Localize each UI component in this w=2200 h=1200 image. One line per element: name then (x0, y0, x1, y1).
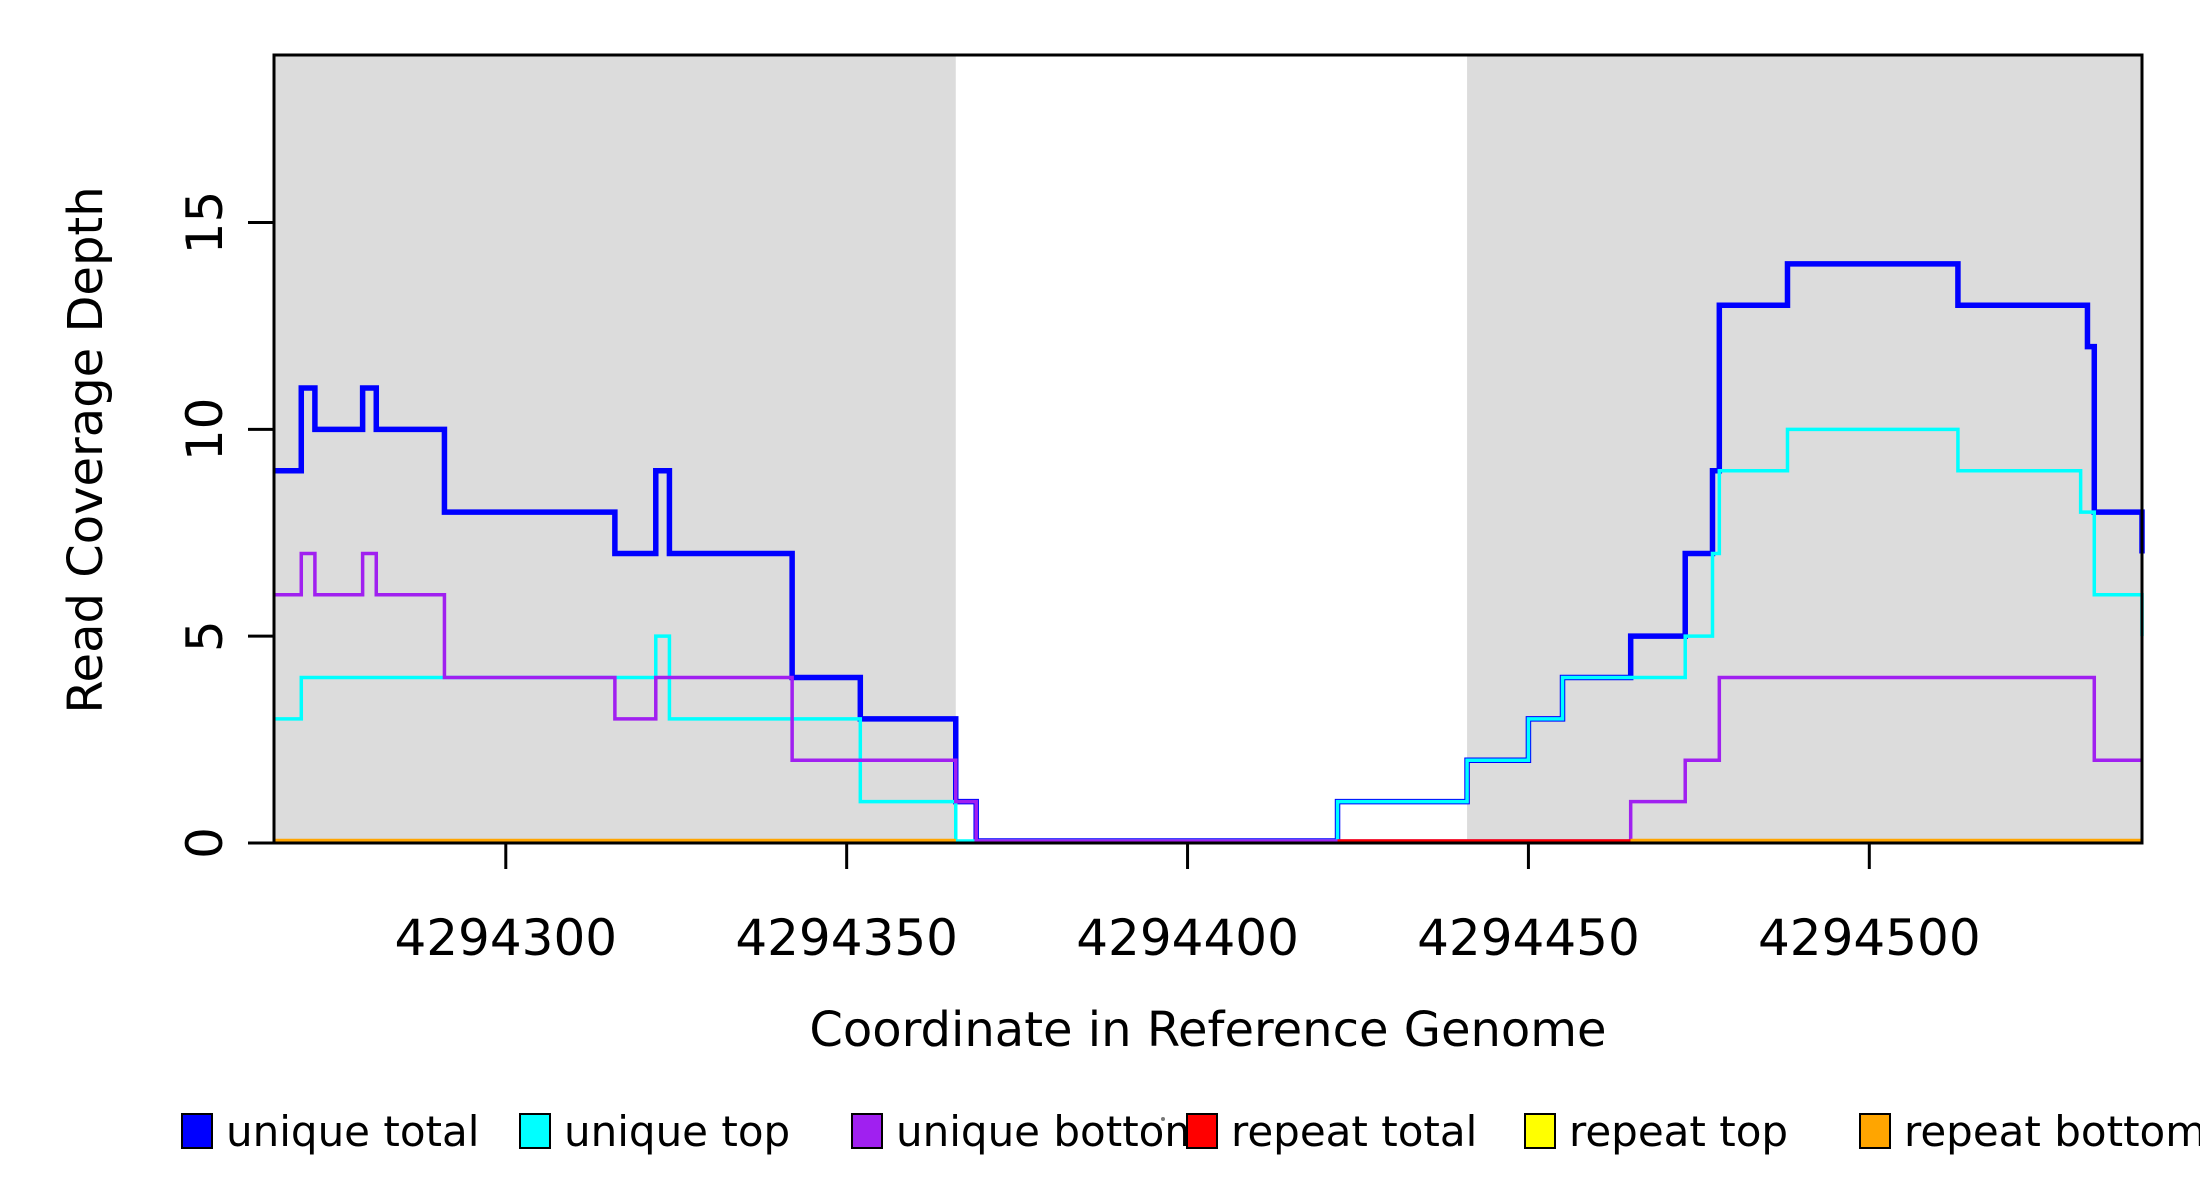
legend-label: repeat total (1231, 1107, 1477, 1156)
legend-label: repeat top (1569, 1107, 1788, 1156)
legend-label: unique total (226, 1107, 479, 1156)
legend-swatch (851, 1113, 883, 1149)
legend-swatch (1186, 1113, 1218, 1149)
shaded-regions (274, 55, 2142, 843)
y-tick-label: 0 (176, 827, 234, 859)
y-tick-label: 10 (176, 398, 234, 462)
legend-swatch (519, 1113, 551, 1149)
y-tick-label: 5 (176, 620, 234, 652)
shaded-region (274, 55, 956, 843)
legend-item: repeat bottom (1859, 1107, 2200, 1156)
legend-label: repeat bottom (1904, 1107, 2200, 1156)
shaded-region (1467, 55, 2142, 843)
legend-item: unique top (519, 1107, 790, 1156)
legend-item: unique bottom (851, 1107, 1205, 1156)
y-tick-label: 15 (176, 191, 234, 255)
legend-item: unique total (181, 1107, 479, 1156)
x-tick-label: 4294500 (1758, 909, 1981, 967)
legend-label: unique bottom (896, 1107, 1205, 1156)
legend-item: repeat top (1524, 1107, 1788, 1156)
series-unique-bottom (274, 551, 2142, 843)
series-unique-top (274, 427, 2144, 843)
legend-swatch (1524, 1113, 1556, 1149)
x-axis-title: Coordinate in Reference Genome (809, 1002, 1606, 1058)
legend-swatch (1859, 1113, 1891, 1149)
stray-mark (1161, 1117, 1165, 1121)
legend-swatch (181, 1113, 213, 1149)
x-tick-label: 4294300 (394, 909, 617, 967)
plot-box (272, 53, 2144, 845)
y-axis-title: Read Coverage Depth (58, 186, 114, 713)
series-lines (274, 261, 2145, 844)
legend: unique total unique top unique bottom repea… (181, 1107, 2200, 1156)
legend-label: unique top (564, 1107, 790, 1156)
legend-item: repeat total (1186, 1107, 1477, 1156)
x-tick-label: 4294400 (1076, 909, 1299, 967)
x-tick-label: 4294450 (1417, 909, 1640, 967)
axes: 4294300 4294350 4294400 4294450 4294500 0 5 10 1… (176, 53, 2144, 967)
x-tick-label: 4294350 (735, 909, 958, 967)
